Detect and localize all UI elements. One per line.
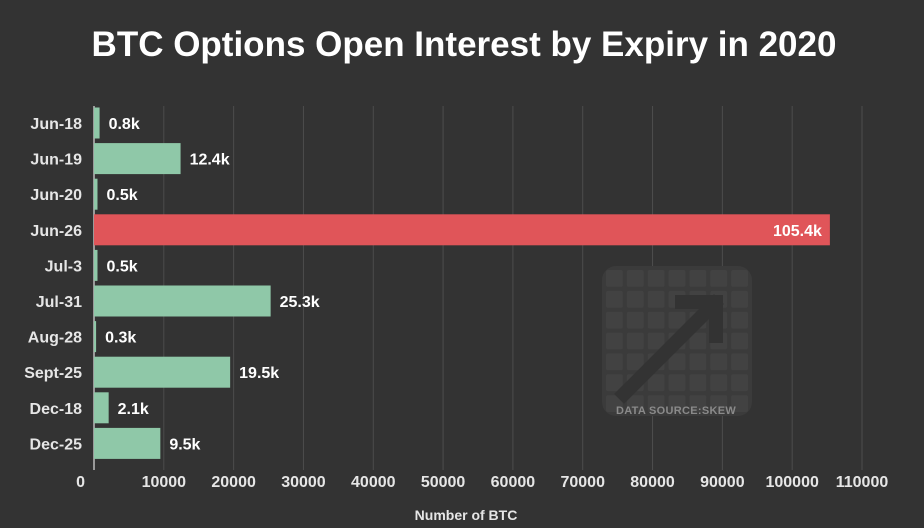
y-tick-label: Jun-20: [30, 187, 82, 204]
data-label: 2.1k: [118, 401, 149, 418]
logo-tile: [626, 290, 644, 308]
logo-tile: [626, 332, 644, 350]
bar: [94, 356, 231, 388]
logo-tile: [710, 270, 728, 287]
logo-tile: [731, 353, 748, 371]
logo-tile: [626, 353, 644, 371]
y-tick-label: Sept-25: [24, 365, 82, 382]
x-tick-label: 90000: [700, 474, 745, 491]
y-tick-label: Jun-18: [30, 116, 82, 133]
logo-arrow: [614, 294, 724, 404]
logo-tile: [606, 332, 623, 350]
logo-tile: [647, 395, 665, 412]
logo-tile: [689, 374, 707, 392]
logo-tile: [689, 353, 707, 371]
y-tick-label: Aug-28: [28, 330, 82, 347]
logo-tile: [731, 311, 748, 329]
chart-title: BTC Options Open Interest by Expiry in 2…: [92, 25, 837, 64]
logo-tile: [626, 270, 644, 287]
data-label: 0.3k: [105, 330, 136, 347]
bar: [94, 321, 97, 353]
logo-tile: [647, 374, 665, 392]
logo-tile: [710, 353, 728, 371]
logo-tile: [626, 395, 644, 412]
logo-tile: [606, 395, 623, 412]
logo-tile: [668, 374, 686, 392]
x-tick-label: 40000: [351, 474, 396, 491]
y-tick-label: Jun-26: [30, 223, 82, 240]
logo-tile: [647, 290, 665, 308]
x-axis-title: Number of BTC: [415, 507, 518, 523]
bar-highlighted: [94, 214, 830, 246]
watermark: DATA SOURCE:SKEW: [602, 266, 752, 417]
logo-tile: [668, 353, 686, 371]
y-tick-label: Jul-3: [45, 258, 82, 275]
logo-tile: [731, 290, 748, 308]
logo-tile: [668, 311, 686, 329]
logo-tile: [606, 311, 623, 329]
logo-tile: [606, 374, 623, 392]
x-tick-label: 60000: [491, 474, 536, 491]
logo-tile: [689, 395, 707, 412]
logo-tile: [731, 332, 748, 350]
logo-tile: [710, 374, 728, 392]
data-label: 0.5k: [106, 187, 137, 204]
x-tick-label: 0: [76, 474, 85, 491]
x-tick-label: 30000: [281, 474, 326, 491]
logo-tile: [606, 353, 623, 371]
x-tick-label: 20000: [211, 474, 256, 491]
logo-tile: [689, 332, 707, 350]
x-tick-label: 80000: [630, 474, 675, 491]
x-tick-label: 70000: [560, 474, 605, 491]
logo-tile: [731, 395, 748, 412]
bar: [94, 107, 100, 139]
bar: [94, 178, 98, 210]
x-tick-label: 110000: [836, 474, 889, 491]
bars: [94, 107, 830, 459]
logo-tile: [668, 270, 686, 287]
bar: [94, 427, 161, 459]
data-label: 19.5k: [239, 365, 279, 382]
x-axis-labels: 0 10000 20000 30000 40000 50000 60000 70000 8000…: [76, 474, 888, 491]
logo-tile: [710, 395, 728, 412]
data-label: 9.5k: [169, 436, 200, 453]
data-label: 105.4k: [773, 223, 822, 240]
y-tick-label: Dec-25: [30, 436, 83, 453]
bar: [94, 392, 109, 424]
y-axis-labels: Jun-18 Jun-19 Jun-20 Jun-26 Jul-3 Jul-31 Aug-2…: [24, 116, 82, 453]
data-label: 25.3k: [280, 294, 320, 311]
logo-tile: [731, 374, 748, 392]
logo-tile: [606, 290, 623, 308]
logo-tile: [689, 270, 707, 287]
x-tick-label: 100000: [765, 474, 818, 491]
bar: [94, 249, 98, 281]
logo-tile: [731, 270, 748, 287]
x-tick-label: 10000: [142, 474, 187, 491]
bar: [94, 143, 181, 175]
data-source-label: DATA SOURCE:SKEW: [616, 405, 736, 417]
logo-tile: [626, 311, 644, 329]
logo-tile: [606, 270, 623, 287]
data-labels: 0.8k 12.4k 0.5k 105.4k 0.5k 25.3k 0.3k 19.5k 2.1…: [105, 116, 822, 453]
logo-tile: [647, 332, 665, 350]
logo-tile: [647, 270, 665, 287]
x-tick-label: 50000: [421, 474, 466, 491]
logo-tile: [668, 395, 686, 412]
y-tick-label: Jun-19: [30, 152, 82, 169]
data-label: 0.5k: [106, 258, 137, 275]
y-tick-label: Jul-31: [36, 294, 82, 311]
skew-logo-icon: [602, 266, 752, 416]
logo-tile: [647, 311, 665, 329]
bar: [94, 285, 271, 317]
y-tick-label: Dec-18: [30, 401, 83, 418]
data-label: 0.8k: [109, 116, 140, 133]
data-label: 12.4k: [190, 152, 230, 169]
